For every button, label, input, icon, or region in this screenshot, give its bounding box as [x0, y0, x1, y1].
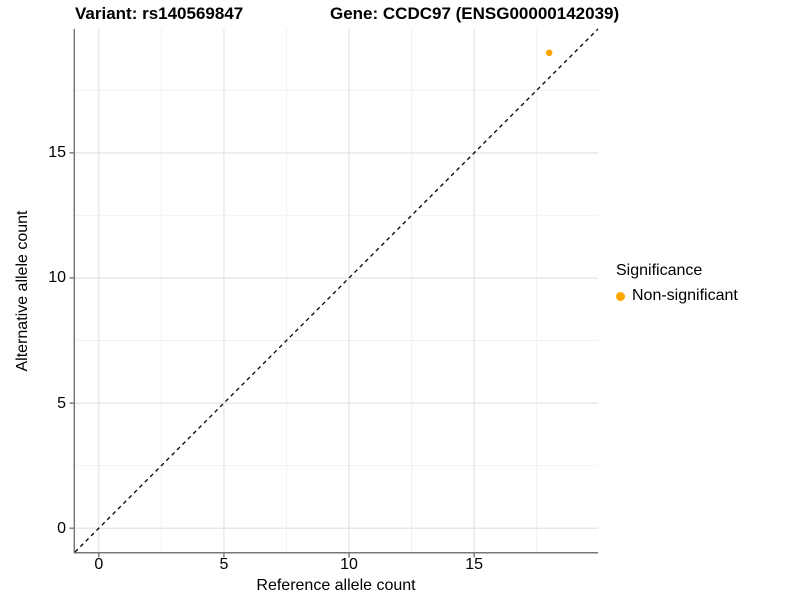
plot-title-variant: Variant: rs140569847: [75, 4, 244, 23]
legend-item-non-significant: Non-significant: [616, 287, 738, 305]
y-tick-label: 0: [57, 519, 66, 537]
identity-dashed-line: [74, 28, 599, 553]
x-tick-label: 0: [94, 556, 104, 573]
legend-item-label: Non-significant: [632, 287, 738, 304]
y-axis-title: Alternative allele count: [14, 210, 31, 372]
plot-title-gene: Gene: CCDC97 (ENSG00000142039): [330, 4, 620, 23]
legend-point-icon: [616, 291, 625, 301]
x-tick-label: 5: [219, 556, 229, 573]
x-axis-title: Reference allele count: [256, 577, 416, 594]
legend-title: Significance: [616, 262, 703, 279]
x-tick-label: 10: [340, 556, 358, 573]
y-tick-label: 5: [57, 394, 66, 412]
y-tick-label: 10: [48, 269, 66, 287]
y-tick-label: 15: [48, 144, 66, 162]
legend: Significance Non-significant: [616, 262, 738, 305]
x-tick-label: 15: [465, 556, 484, 573]
data-point: [545, 49, 553, 57]
